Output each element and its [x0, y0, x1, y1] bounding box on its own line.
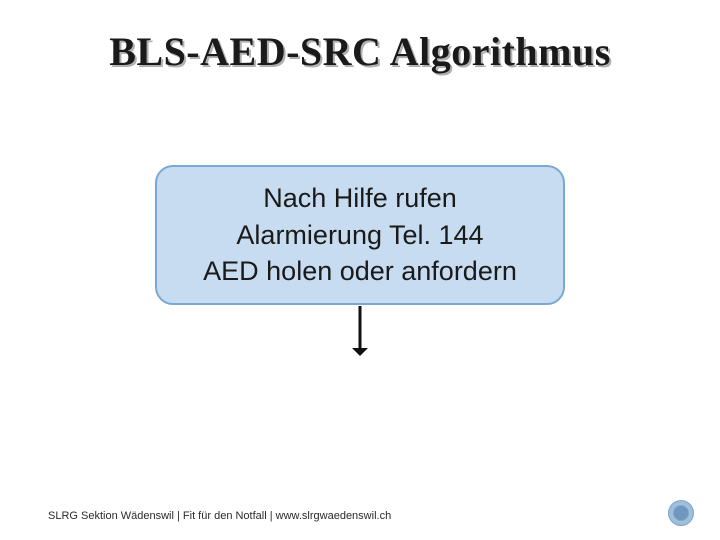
flowchart-arrow-down [350, 304, 370, 366]
footer-text: SLRG Sektion Wädenswil | Fit für den Not… [48, 510, 391, 522]
node-line-1: Nach Hilfe rufen [263, 180, 457, 216]
flowchart-node-call-help: Nach Hilfe rufen Alarmierung Tel. 144 AE… [155, 165, 565, 305]
node-line-2: Alarmierung Tel. 144 [236, 217, 483, 253]
page-title: BLS-AED-SRC Algorithmus BLS-AED-SRC Algo… [0, 28, 720, 75]
node-line-3: AED holen oder anfordern [203, 253, 517, 289]
page-title-text: BLS-AED-SRC Algorithmus [109, 29, 611, 74]
slide-badge-inner [673, 505, 689, 521]
slide-badge-icon [668, 500, 694, 526]
